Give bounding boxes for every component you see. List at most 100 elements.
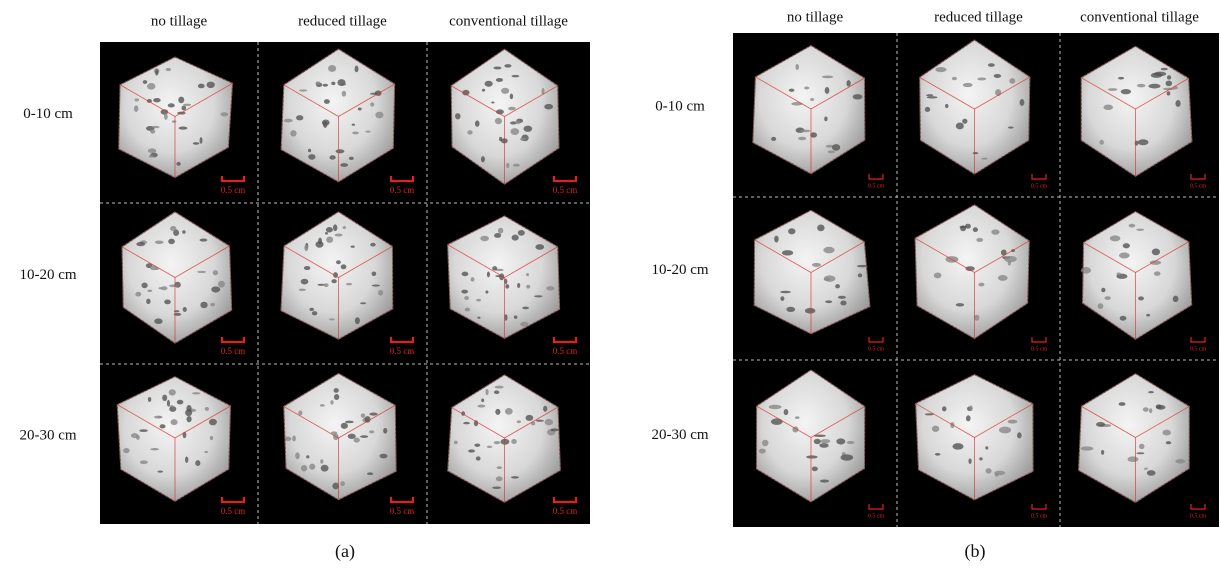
pore xyxy=(462,272,469,277)
pore xyxy=(200,137,203,144)
pore xyxy=(784,409,789,415)
pore xyxy=(149,155,154,158)
pore xyxy=(493,66,501,69)
pore xyxy=(822,75,834,78)
pore xyxy=(348,434,356,439)
pore xyxy=(771,137,776,141)
pore xyxy=(494,441,501,444)
pore xyxy=(551,428,559,431)
pore xyxy=(817,224,825,231)
pore xyxy=(308,149,311,152)
pore xyxy=(332,483,339,490)
panel-label: (a) xyxy=(335,541,355,562)
pore xyxy=(355,317,360,324)
pore xyxy=(511,75,519,78)
pore xyxy=(820,480,829,483)
pore xyxy=(209,419,217,426)
pore xyxy=(981,158,988,160)
pore xyxy=(774,236,779,243)
pore xyxy=(1167,75,1171,79)
pore xyxy=(806,455,818,458)
scale-label: 0.5 cm xyxy=(1031,183,1048,189)
scale-label: 0.5 cm xyxy=(1190,183,1207,189)
pore xyxy=(324,99,330,104)
pore xyxy=(498,228,503,234)
pore xyxy=(546,286,554,290)
pore xyxy=(154,416,163,419)
pore xyxy=(131,433,138,438)
pore xyxy=(1146,314,1150,317)
pore xyxy=(195,460,200,466)
pore xyxy=(134,105,138,112)
pore xyxy=(480,236,489,241)
pore xyxy=(1138,139,1149,145)
pore xyxy=(520,322,528,327)
pore xyxy=(506,163,509,168)
pore xyxy=(824,116,827,121)
pore xyxy=(334,394,339,400)
pore xyxy=(825,300,832,303)
pore xyxy=(1008,420,1018,424)
pore xyxy=(780,291,791,293)
column-header: no tillage xyxy=(787,9,844,25)
pore xyxy=(838,296,846,299)
pore xyxy=(292,435,296,441)
pore xyxy=(143,80,147,84)
pore xyxy=(171,419,178,425)
pore xyxy=(508,107,516,111)
pore xyxy=(1008,127,1014,129)
pore xyxy=(135,292,141,297)
pore xyxy=(148,397,151,402)
pore xyxy=(197,271,206,273)
pore xyxy=(926,94,933,96)
scale-label: 0.5 cm xyxy=(1031,513,1048,519)
pore xyxy=(1103,105,1113,110)
pore xyxy=(1116,273,1121,276)
pore xyxy=(192,392,200,394)
pore xyxy=(331,279,336,283)
pore xyxy=(169,405,173,407)
row-label: 20-30 cm xyxy=(19,427,76,443)
column-header: no tillage xyxy=(151,13,208,29)
pore xyxy=(295,452,300,459)
pore xyxy=(820,439,830,443)
pore xyxy=(346,283,352,286)
pore xyxy=(935,453,941,456)
pore xyxy=(315,241,323,248)
pore xyxy=(198,84,205,89)
pore xyxy=(789,89,795,92)
pore xyxy=(1104,296,1110,300)
pore xyxy=(769,405,782,409)
pore xyxy=(351,245,355,247)
pore xyxy=(481,398,484,402)
pore xyxy=(828,150,835,153)
pore xyxy=(464,296,469,300)
pore xyxy=(352,124,356,126)
pore xyxy=(487,446,493,448)
pore xyxy=(492,266,497,270)
pore xyxy=(1119,402,1126,406)
column-header: reduced tillage xyxy=(298,13,387,29)
pore xyxy=(504,64,511,67)
scale-label: 0.5 cm xyxy=(390,346,415,356)
pore xyxy=(1081,446,1094,450)
pore xyxy=(301,279,309,285)
pore xyxy=(1096,422,1105,427)
pore xyxy=(1143,407,1149,412)
pore xyxy=(321,465,329,472)
pore xyxy=(161,286,168,290)
pore xyxy=(520,138,526,141)
row-label: 10-20 cm xyxy=(651,262,708,278)
pore xyxy=(213,270,218,275)
pore xyxy=(1175,459,1185,463)
pore xyxy=(991,229,999,234)
pore xyxy=(178,97,184,104)
pore xyxy=(994,471,1005,475)
pore xyxy=(935,67,946,72)
pore xyxy=(204,451,208,453)
pore xyxy=(326,227,333,232)
pore xyxy=(759,449,766,454)
pore xyxy=(361,413,366,417)
pore xyxy=(140,460,148,464)
